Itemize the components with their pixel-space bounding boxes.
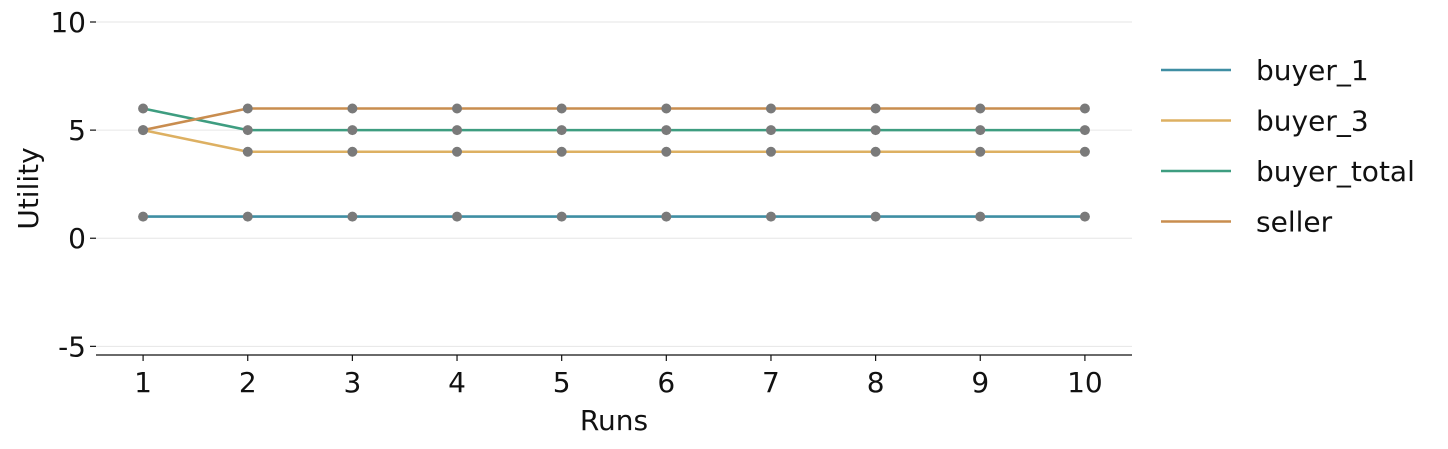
data-point-buyer_total [1079,125,1090,136]
x-tick-label: 6 [657,366,675,399]
data-point-seller [556,103,567,114]
data-point-seller [975,103,986,114]
data-point-buyer_3 [242,146,253,157]
series-line-seller [142,107,1085,132]
data-point-seller [661,103,672,114]
y-tick-label: 5 [68,114,86,147]
legend-label-buyer_1: buyer_1 [1256,54,1369,87]
legend-label-seller: seller [1256,206,1333,239]
data-point-seller [452,103,463,114]
data-point-buyer_total [242,125,253,136]
series-line-buyer_3 [142,128,1085,154]
data-point-buyer_1 [975,211,986,222]
data-point-buyer_1 [452,211,463,222]
x-tick-label: 7 [762,366,780,399]
y-tick-label: 10 [50,6,86,39]
data-point-seller [138,125,149,136]
data-point-buyer_3 [975,146,986,157]
data-point-buyer_1 [1079,211,1090,222]
data-point-buyer_3 [452,146,463,157]
data-point-seller [242,103,253,114]
y-tick-label: 0 [68,222,86,255]
x-tick-label: 9 [971,366,989,399]
legend-label-buyer_total: buyer_total [1256,155,1415,188]
x-tick-label: 3 [343,366,361,399]
series-lines [142,107,1085,218]
data-point-buyer_3 [556,146,567,157]
x-tick-label: 10 [1067,366,1103,399]
data-point-seller [765,103,776,114]
legend-label-buyer_3: buyer_3 [1256,105,1369,138]
y-ticks: -5 0 5 10 [50,6,96,363]
y-axis-label: Utility [12,147,45,229]
data-point-buyer_3 [1079,146,1090,157]
data-point-buyer_3 [765,146,776,157]
x-tick-label: 4 [448,366,466,399]
data-point-buyer_1 [242,211,253,222]
x-tick-label: 2 [239,366,257,399]
data-point-buyer_3 [870,146,881,157]
data-point-buyer_total [765,125,776,136]
data-point-buyer_1 [138,211,149,222]
data-point-buyer_total [870,125,881,136]
x-tick-label: 1 [134,366,152,399]
data-point-buyer_1 [347,211,358,222]
data-point-buyer_3 [661,146,672,157]
y-tick-label: -5 [58,330,86,363]
data-point-buyer_total [556,125,567,136]
data-point-seller [870,103,881,114]
series [138,103,1090,222]
series-markers [138,103,1090,222]
data-point-buyer_total [347,125,358,136]
grid [96,21,1132,347]
x-ticks: 1 2 3 4 5 6 7 8 9 10 [134,355,1103,399]
data-point-buyer_3 [347,146,358,157]
data-point-buyer_total [452,125,463,136]
x-tick-label: 5 [553,366,571,399]
data-point-buyer_1 [661,211,672,222]
x-tick-label: 8 [867,366,885,399]
data-point-buyer_1 [556,211,567,222]
data-point-buyer_total [975,125,986,136]
data-point-buyer_total [661,125,672,136]
series-line-buyer_total [142,107,1085,132]
data-point-seller [1079,103,1090,114]
x-axis-label: Runs [580,404,648,437]
data-point-seller [347,103,358,114]
data-point-buyer_1 [765,211,776,222]
data-point-buyer_total [138,103,149,114]
data-point-buyer_1 [870,211,881,222]
